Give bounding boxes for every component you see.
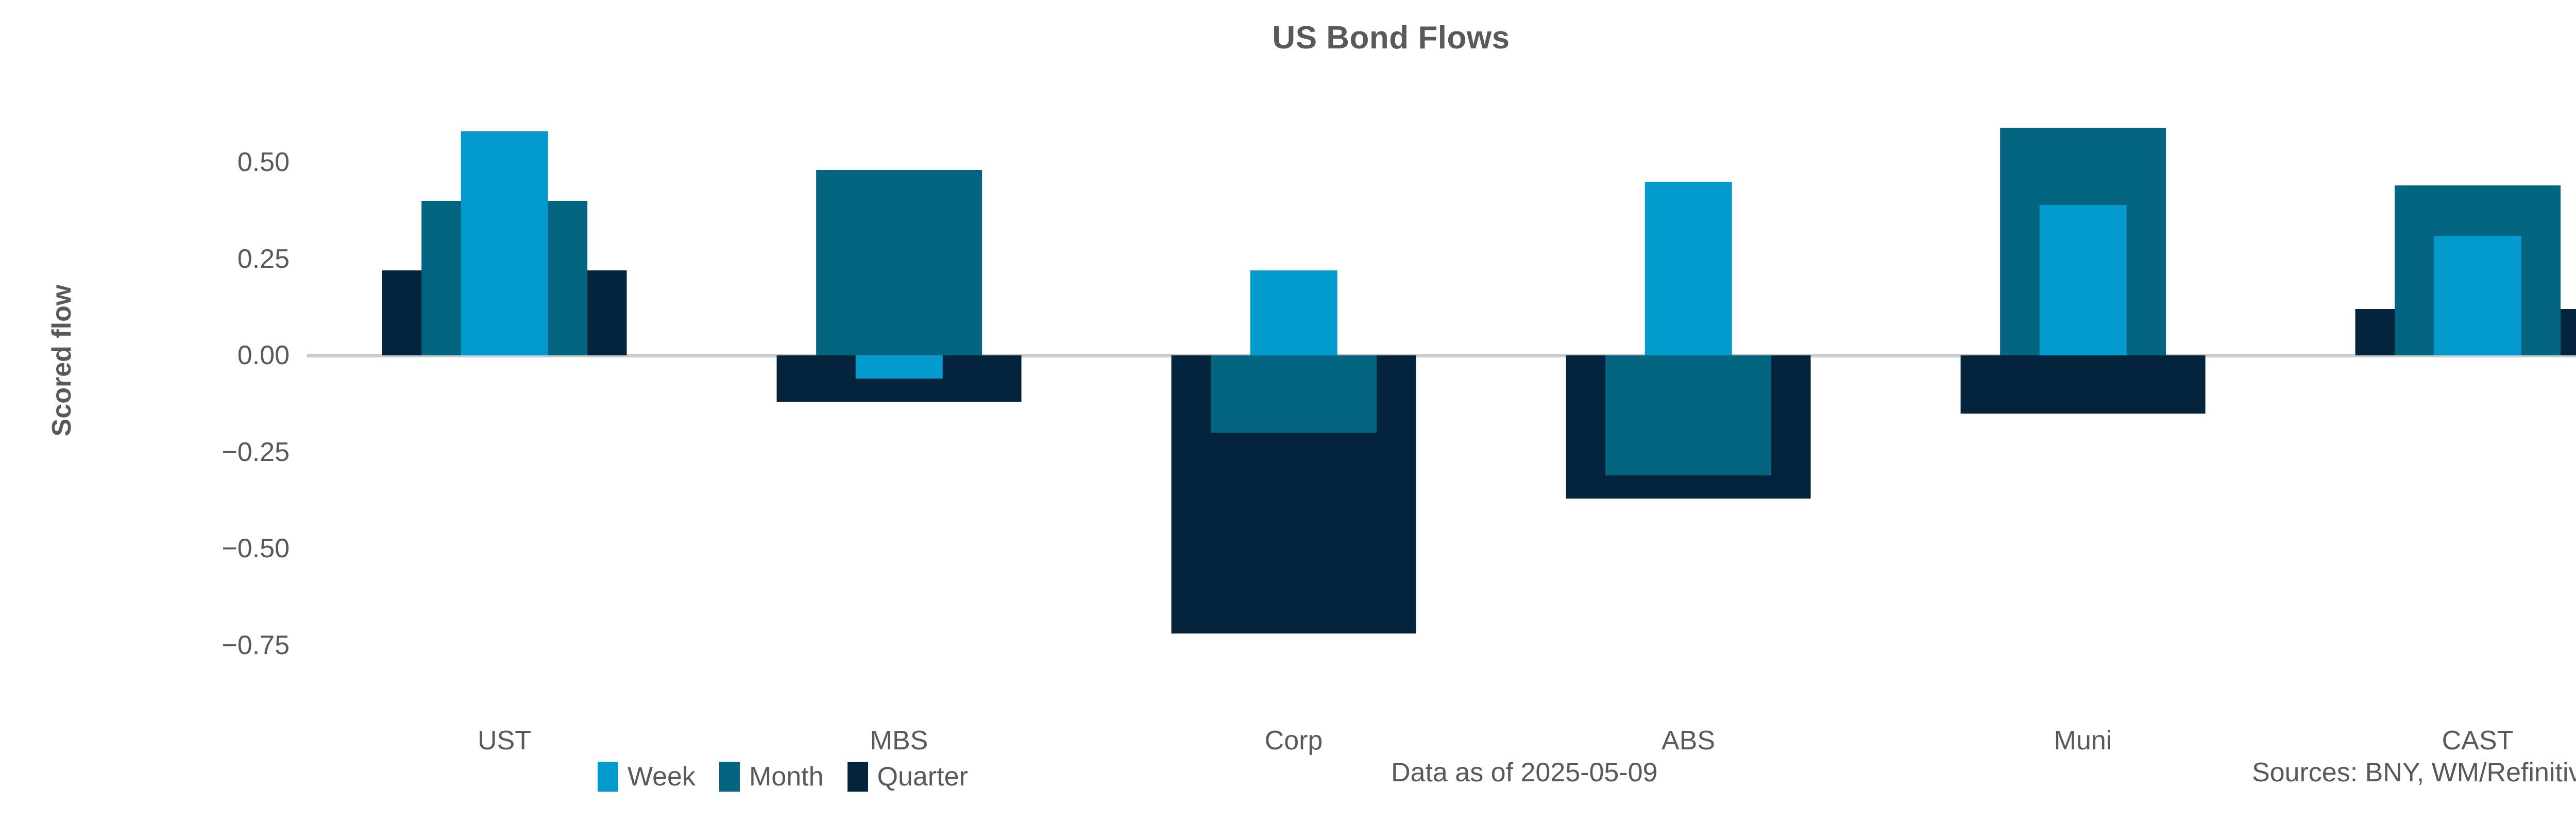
page-title: US Bond Flows: [1272, 20, 1510, 56]
legend-label: Quarter: [877, 762, 968, 792]
data-as-of-note: Data as of 2025-05-09: [1391, 758, 1658, 787]
legend-item-week[interactable]: Week: [598, 761, 696, 792]
bar-muni-week[interactable]: [2039, 204, 2127, 355]
bar-ust-week[interactable]: [461, 131, 548, 355]
bar-group: [1491, 93, 1886, 664]
x-axis-tick-cast: CAST: [2442, 726, 2514, 756]
bar-group: [1886, 93, 2280, 664]
y-axis-tick: 0.50: [237, 147, 290, 177]
bar-mbs-week[interactable]: [855, 355, 943, 379]
bar-cast-week[interactable]: [2434, 235, 2521, 355]
chart-footer: Week Month Quarter Data as of 2025-05-09 S…: [0, 756, 2576, 808]
x-axis-tick-mbs: MBS: [870, 726, 928, 756]
bar-group: [702, 93, 1096, 664]
plot-area: 0.50 0.25 0.00 −0.25 −0.50 −0.75 UST MBS Corp ABS…: [222, 93, 2576, 756]
x-axis-tick-corp: Corp: [1264, 726, 1323, 756]
zero-baseline: [307, 354, 2576, 357]
x-axis-tick-muni: Muni: [2054, 726, 2112, 756]
legend: Week Month Quarter: [598, 756, 968, 797]
legend-swatch-icon: [719, 762, 740, 792]
sources-note: Sources: BNY, WM/Refinitiv, Bloomberg: [2251, 758, 2576, 787]
bar-mbs-month[interactable]: [816, 170, 982, 355]
bar-corp-month[interactable]: [1211, 355, 1377, 433]
bar-group: [307, 93, 702, 664]
y-axis-tick: −0.50: [222, 534, 290, 563]
bar-corp-week[interactable]: [1250, 270, 1337, 355]
legend-label: Week: [628, 762, 696, 792]
bar-group: [1096, 93, 1491, 664]
x-axis-tick-abs: ABS: [1661, 726, 1716, 756]
legend-label: Month: [749, 762, 824, 792]
x-axis-tick-ust: UST: [478, 726, 531, 756]
y-axis-tick: −0.25: [222, 437, 290, 467]
bar-abs-month[interactable]: [1605, 355, 1771, 475]
bar-muni-quarter[interactable]: [1960, 355, 2206, 414]
legend-item-quarter[interactable]: Quarter: [847, 761, 968, 792]
bar-group: [2280, 93, 2576, 664]
legend-swatch-icon: [598, 762, 618, 792]
legend-item-month[interactable]: Month: [719, 761, 824, 792]
y-axis-tick: 0.00: [237, 340, 290, 370]
bar-abs-week[interactable]: [1645, 181, 1732, 355]
y-axis-tick: 0.25: [237, 244, 290, 274]
y-axis-label: Scored flow: [47, 284, 77, 437]
y-axis-tick: −0.75: [222, 630, 290, 660]
legend-swatch-icon: [847, 762, 868, 792]
